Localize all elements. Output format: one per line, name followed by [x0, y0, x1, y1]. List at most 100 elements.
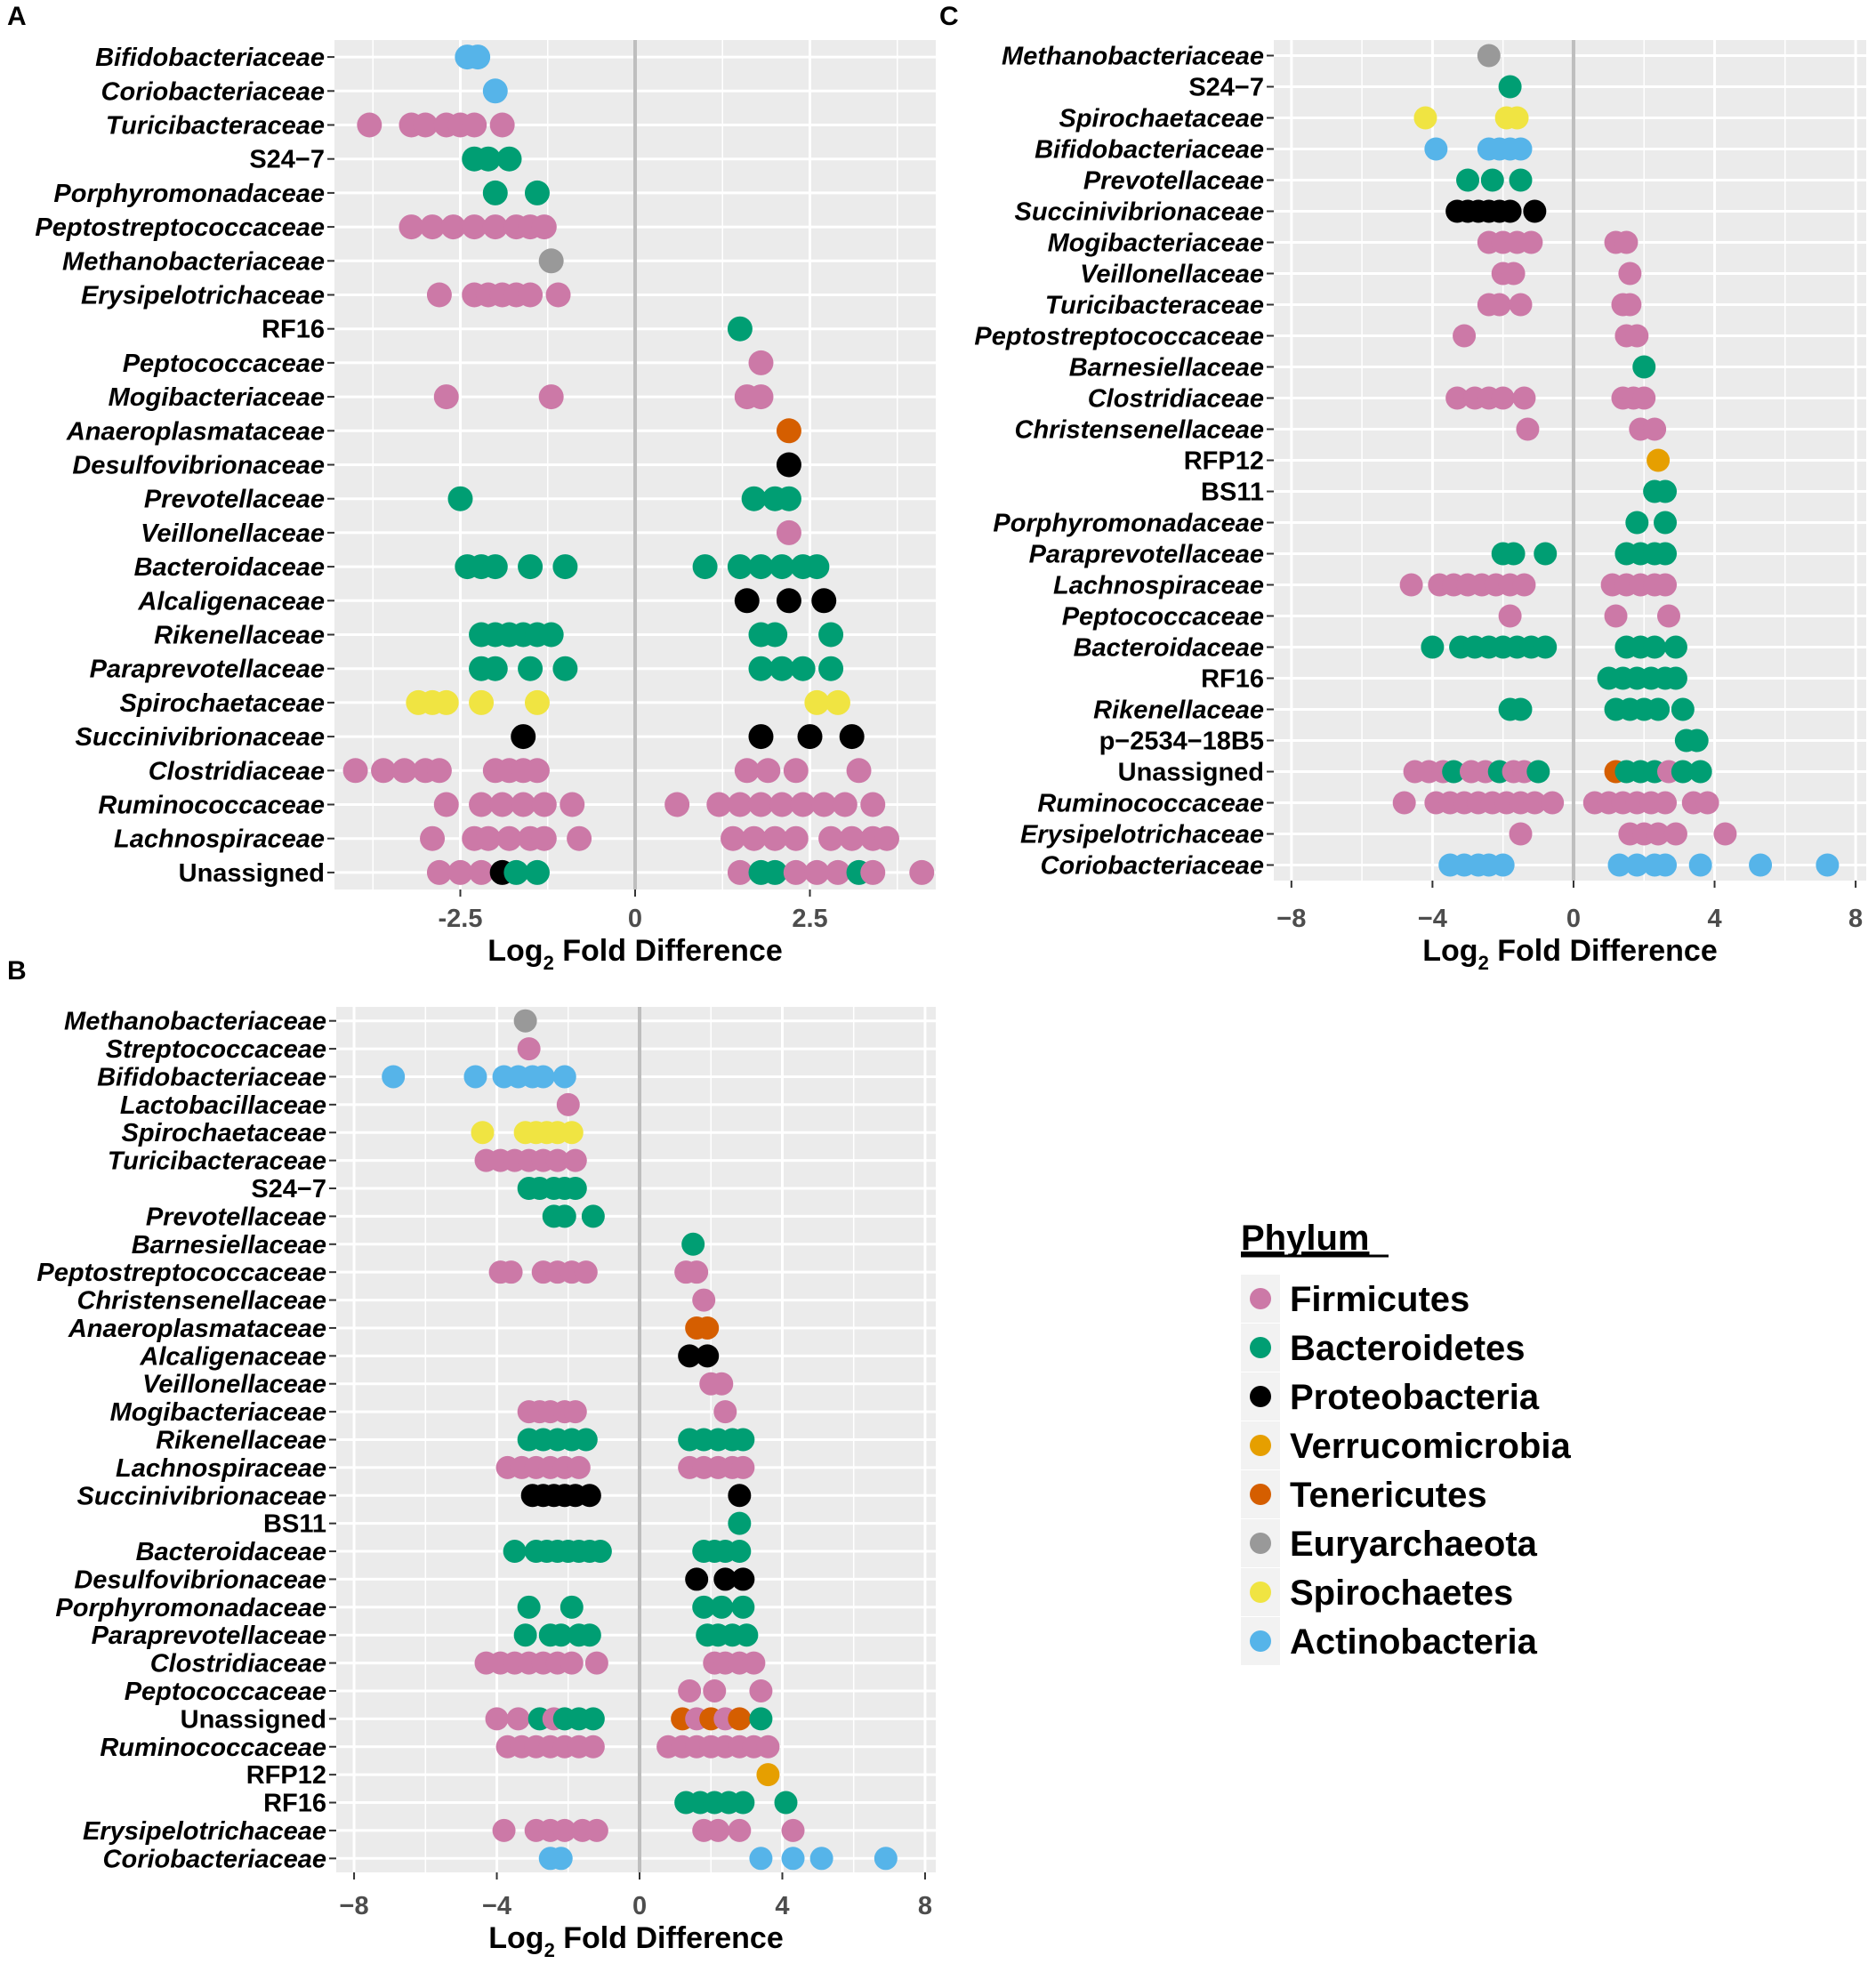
- data-point-firmicutes: [721, 825, 746, 851]
- data-point-firmicutes: [664, 792, 690, 817]
- data-point-firmicutes: [462, 214, 487, 240]
- data-point-bacteroidetes: [552, 656, 578, 681]
- legend-label: Bacteroidetes: [1290, 1329, 1526, 1368]
- category-label: Peptococcaceae: [1062, 603, 1264, 632]
- data-point-bacteroidetes: [769, 554, 795, 580]
- data-point-actinobacteria: [781, 1847, 805, 1871]
- data-point-bacteroidetes: [762, 859, 788, 885]
- category-label: Rikenellaceae: [156, 1427, 326, 1455]
- data-point-bacteroidetes: [748, 554, 774, 580]
- data-point-firmicutes: [783, 859, 809, 885]
- data-point-verrucomicrobia: [756, 1763, 780, 1787]
- data-point-bacteroidetes: [1663, 635, 1687, 659]
- data-point-firmicutes: [413, 112, 439, 138]
- data-point-firmicutes: [482, 214, 508, 240]
- data-point-actinobacteria: [1607, 853, 1631, 877]
- data-point-proteobacteria: [776, 588, 801, 614]
- data-point-firmicutes: [531, 825, 557, 851]
- data-point-firmicutes: [545, 1148, 569, 1172]
- data-point-firmicutes: [1491, 386, 1515, 410]
- data-point-proteobacteria: [731, 1567, 755, 1591]
- category-label: Bacteroidaceae: [1074, 634, 1264, 663]
- data-point-actinobacteria: [1424, 137, 1448, 161]
- data-point-proteobacteria: [811, 588, 837, 614]
- data-point-firmicutes: [1453, 324, 1477, 348]
- data-point-firmicutes: [567, 1455, 591, 1479]
- data-point-firmicutes: [1509, 822, 1533, 846]
- x-tick-label: 0: [632, 1892, 647, 1920]
- category-label: BS11: [263, 1510, 326, 1539]
- data-point-spirochaetes: [524, 689, 550, 715]
- data-point-bacteroidetes: [749, 1707, 773, 1731]
- data-point-firmicutes: [563, 1400, 587, 1424]
- data-point-firmicutes: [1647, 822, 1671, 846]
- data-point-euryarchaeota: [538, 248, 564, 274]
- data-point-firmicutes: [517, 1037, 541, 1061]
- data-point-spirochaetes: [825, 689, 850, 715]
- data-point-firmicutes: [1392, 791, 1416, 815]
- data-point-actinobacteria: [1491, 853, 1515, 877]
- data-point-bacteroidetes: [524, 180, 550, 205]
- legend-swatch: [1250, 1288, 1271, 1309]
- data-point-firmicutes: [811, 792, 837, 817]
- data-point-bacteroidetes: [552, 554, 578, 580]
- data-point-firmicutes: [1445, 386, 1469, 410]
- legend-label: Tenericutes: [1290, 1476, 1487, 1515]
- data-point-firmicutes: [531, 792, 557, 817]
- data-point-proteobacteria: [748, 724, 774, 750]
- data-point-bacteroidetes: [1647, 697, 1671, 721]
- data-point-bacteroidetes: [1663, 666, 1687, 690]
- x-tick-label: 8: [1848, 905, 1863, 933]
- data-point-proteobacteria: [713, 1567, 737, 1591]
- category-label: Coriobacteriaceae: [1041, 852, 1264, 881]
- category-label: S24−7: [249, 146, 325, 174]
- category-label: RFP12: [1184, 447, 1264, 476]
- category-label: Paraprevotellaceae: [90, 656, 325, 684]
- category-label: Prevotellaceae: [144, 486, 325, 514]
- category-label: Veillonellaceae: [1080, 261, 1264, 289]
- data-point-bacteroidetes: [1421, 635, 1445, 659]
- data-point-firmicutes: [762, 825, 788, 851]
- data-point-actinobacteria: [463, 1065, 487, 1089]
- x-tick-label: 8: [918, 1892, 932, 1920]
- data-point-firmicutes: [469, 792, 495, 817]
- data-point-firmicutes: [426, 758, 452, 784]
- category-label: Prevotellaceae: [1083, 167, 1264, 196]
- data-point-bacteroidetes: [503, 1540, 527, 1564]
- category-label: Succinivibrionaceae: [1015, 198, 1264, 227]
- data-point-proteobacteria: [1498, 199, 1522, 223]
- data-point-firmicutes: [426, 859, 452, 885]
- category-label: S24−7: [1188, 74, 1264, 102]
- category-label: Bacteroidaceae: [134, 553, 325, 582]
- data-point-firmicutes: [485, 1707, 509, 1731]
- data-point-tenericutes: [728, 1707, 752, 1731]
- data-point-firmicutes: [1695, 791, 1719, 815]
- data-point-actinobacteria: [1816, 853, 1840, 877]
- data-point-firmicutes: [447, 859, 473, 885]
- category-label: Christensenellaceae: [77, 1287, 326, 1316]
- legend-label: Euryarchaeota: [1290, 1525, 1538, 1564]
- legend-swatch: [1250, 1582, 1271, 1603]
- category-label: Succinivibrionaceae: [76, 723, 325, 752]
- data-point-firmicutes: [518, 282, 543, 308]
- category-label: RF16: [263, 1790, 326, 1818]
- data-point-bacteroidetes: [790, 656, 816, 681]
- legend-label: Proteobacteria: [1290, 1378, 1540, 1417]
- data-point-bacteroidetes: [475, 146, 501, 172]
- data-point-bacteroidetes: [731, 1428, 755, 1452]
- data-point-bacteroidetes: [728, 1540, 752, 1564]
- data-point-bacteroidetes: [549, 1623, 573, 1647]
- x-tick-label: −4: [1418, 905, 1447, 933]
- legend-swatch: [1250, 1533, 1271, 1554]
- data-point-firmicutes: [755, 758, 781, 784]
- legend-title: Phylum: [1241, 1219, 1369, 1258]
- legend-label: Spirochaetes: [1290, 1574, 1513, 1613]
- data-point-proteobacteria: [728, 1484, 752, 1508]
- data-point-spirochaetes: [471, 1121, 495, 1145]
- data-point-firmicutes: [783, 758, 809, 784]
- data-point-bacteroidetes: [563, 1177, 587, 1201]
- x-tick-label: 2.5: [792, 905, 827, 933]
- data-point-firmicutes: [545, 282, 571, 308]
- data-point-bacteroidetes: [552, 1204, 576, 1228]
- data-point-firmicutes: [776, 519, 801, 545]
